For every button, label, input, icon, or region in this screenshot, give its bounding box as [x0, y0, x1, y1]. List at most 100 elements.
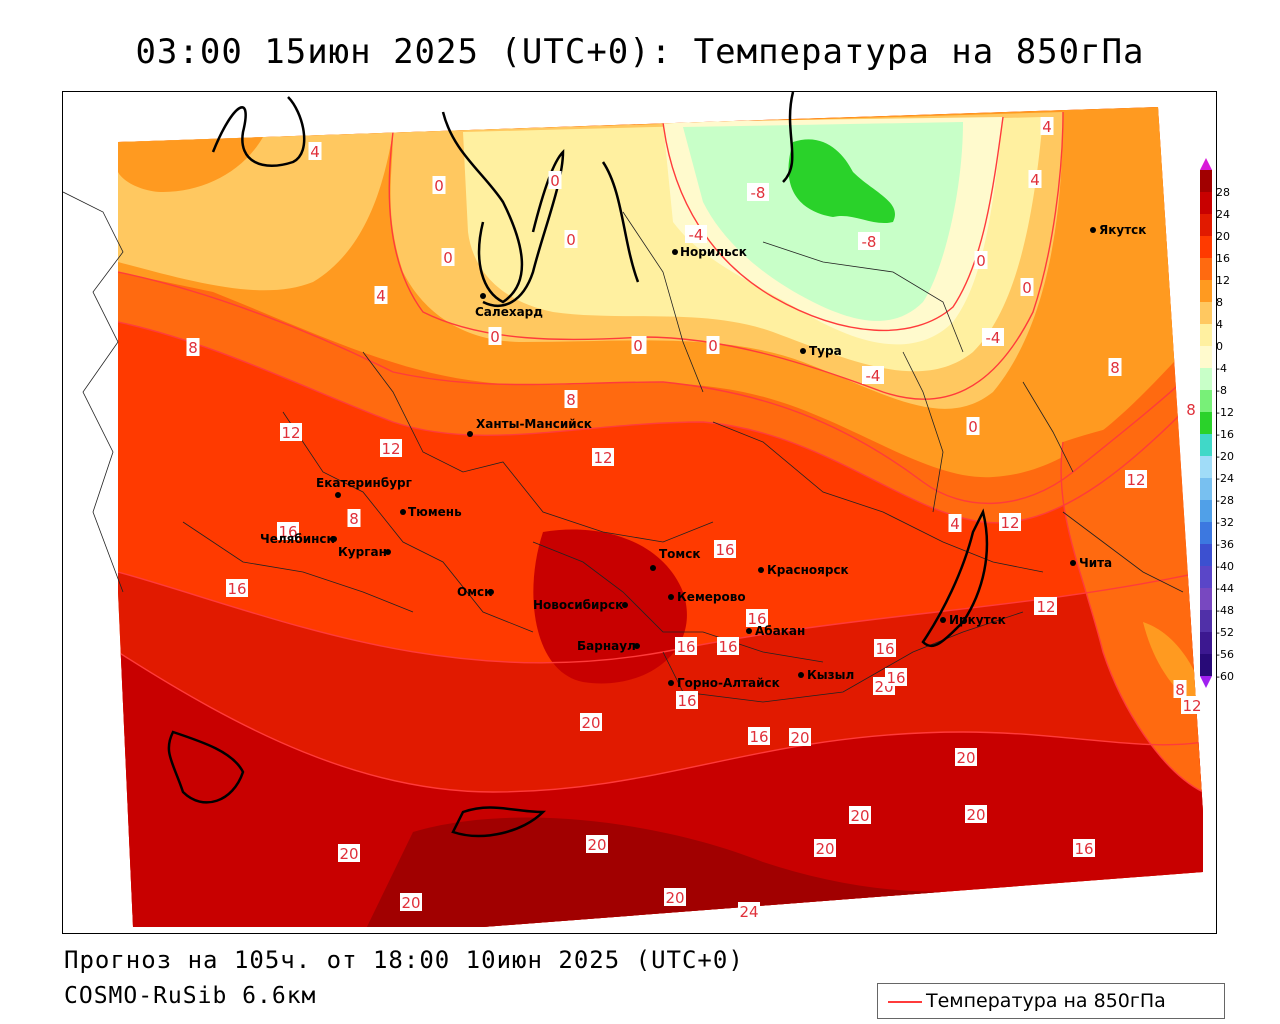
contour-label: 16 — [717, 637, 739, 656]
contour-label-text: 4 — [1030, 171, 1040, 189]
contour-label: -4 — [685, 225, 707, 244]
contour-label-text: 8 — [566, 391, 576, 409]
city-marker[interactable]: Тюмень — [400, 505, 462, 519]
contour-label-text: 16 — [747, 610, 766, 628]
contour-label: 20 — [849, 806, 871, 825]
contour-label: 0 — [706, 336, 720, 355]
colorbar-cell — [1200, 302, 1212, 324]
colorbar-tick-label: -20 — [1216, 450, 1234, 463]
contour-label: 20 — [400, 893, 422, 912]
contour-label: 0 — [488, 327, 502, 346]
city-marker[interactable]: Кемерово — [668, 590, 746, 604]
colorbar-tick-label: 20 — [1216, 230, 1230, 243]
city-marker[interactable]: Салехард — [475, 293, 543, 319]
contour-label-bg — [338, 844, 360, 862]
city-dot — [335, 492, 341, 498]
city-marker[interactable]: Ханты-Мансийск — [467, 417, 592, 437]
contour-label-bg — [226, 579, 248, 597]
contour-label-text: 20 — [581, 714, 600, 732]
city-dot — [668, 680, 674, 686]
contour-label-text: 8 — [349, 510, 359, 528]
colorbar: 28 24 20 16 12 8 4 0 -4 -8 -12 -16 -20 -24 -28 -32 -36 -4… — [1200, 158, 1234, 688]
city-label: Челябинск — [260, 532, 335, 546]
contour-label-bg — [564, 390, 578, 408]
contour-label: 16 — [714, 540, 736, 559]
contour-label: 16 — [1073, 839, 1095, 858]
contour-label-text: 16 — [278, 523, 297, 541]
colorbar-cell — [1200, 214, 1212, 236]
contour-label: 20 — [955, 748, 977, 767]
colorbar-tick-label: 28 — [1216, 186, 1230, 199]
city-marker[interactable]: Чита — [1070, 556, 1112, 570]
contour-label: 0 — [564, 230, 578, 249]
contour-label: 12 — [1035, 597, 1057, 616]
contour-label-text: 20 — [850, 807, 869, 825]
city-label: Абакан — [755, 624, 805, 638]
contour-label-text: 16 — [677, 692, 696, 710]
contour-label-bg — [1073, 839, 1095, 857]
contour-label: 16 — [675, 637, 697, 656]
city-label: Новосибирск — [533, 598, 623, 612]
colorbar-cell — [1200, 522, 1212, 544]
contour-label-text: 4 — [950, 515, 960, 533]
contour-label: 4 — [1028, 170, 1042, 189]
contour-label-bg — [664, 888, 686, 906]
colorbar-cell — [1200, 192, 1212, 214]
city-marker[interactable]: Новосибирск — [533, 598, 628, 612]
colorbar-top-arrow — [1200, 158, 1212, 170]
city-dot — [634, 643, 640, 649]
contour-label: 16 — [676, 691, 698, 710]
contour-label-bg — [685, 225, 707, 243]
contour-label-text: 20 — [956, 749, 975, 767]
city-marker[interactable]: Красноярск — [758, 563, 849, 577]
city-marker[interactable]: Горно-Алтайск — [668, 676, 780, 690]
contour-label-bg — [1108, 358, 1122, 376]
city-label: Барнаул — [577, 639, 636, 653]
contour-label: 0 — [966, 417, 980, 436]
contour-label: 12 — [592, 448, 614, 467]
city-dot — [488, 589, 494, 595]
contour-label-text: 4 — [1042, 118, 1052, 136]
city-marker[interactable]: Тура — [800, 344, 842, 358]
contour-label-text: 0 — [708, 337, 718, 355]
contour-label-bg — [380, 439, 402, 457]
city-marker[interactable]: Екатеринбург — [316, 476, 412, 498]
contour-label-text: 0 — [968, 418, 978, 436]
contour-label-text: 8 — [1175, 681, 1185, 699]
city-marker[interactable]: Норильск — [672, 245, 747, 259]
contour-label-bg — [814, 839, 836, 857]
city-marker[interactable]: Барнаул — [577, 639, 640, 653]
city-marker[interactable]: Абакан — [746, 624, 805, 638]
contour-label: 12 — [280, 423, 302, 442]
contour-label: -4 — [982, 328, 1004, 347]
contour-label-bg — [432, 176, 446, 194]
contour-label-bg — [186, 338, 200, 356]
city-marker[interactable]: Иркутск — [940, 613, 1006, 627]
map-area[interactable]: 4000000-4-8-8040488400-4-408121212812161… — [62, 91, 1217, 934]
city-marker[interactable]: Омск — [457, 585, 494, 599]
contour-label-text: 20 — [815, 840, 834, 858]
contour-label-text: 12 — [1126, 471, 1145, 489]
contour-label-text: -8 — [751, 184, 766, 202]
city-marker[interactable]: Якутск — [1090, 223, 1146, 237]
city-label: Горно-Алтайск — [677, 676, 780, 690]
city-marker[interactable]: Курган — [338, 545, 391, 559]
contour-label: 0 — [432, 176, 446, 195]
contour-label-bg — [858, 232, 880, 250]
city-marker[interactable]: Кызыл — [798, 668, 854, 682]
contour-label-text: 0 — [443, 249, 453, 267]
city-dot — [746, 628, 752, 634]
contour-label: 12 — [1125, 470, 1147, 489]
contour-label: 20 — [338, 844, 360, 863]
contour-label: 16 — [748, 727, 770, 746]
colorbar-cell — [1200, 258, 1212, 280]
contour-label-bg — [999, 513, 1021, 531]
city-marker[interactable]: Томск — [650, 547, 701, 571]
colorbar-cell — [1200, 280, 1212, 302]
city-dot — [798, 672, 804, 678]
contour-label-text: 20 — [401, 894, 420, 912]
temperature-fields — [118, 107, 1203, 927]
city-marker[interactable]: Челябинск — [260, 532, 337, 546]
contour-label: 16 — [226, 579, 248, 598]
city-label: Чита — [1079, 556, 1112, 570]
